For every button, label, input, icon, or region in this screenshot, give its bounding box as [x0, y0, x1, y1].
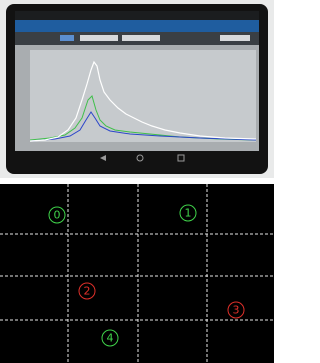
marker-label: 0 [54, 209, 61, 222]
input-field [220, 35, 250, 41]
status-bar [15, 11, 259, 20]
input-field [122, 35, 160, 41]
control-button [60, 35, 74, 41]
page: 0 1 2 3 4 [0, 0, 274, 363]
app-title-bar [15, 20, 259, 32]
marker-label: 4 [107, 332, 114, 345]
input-field [80, 35, 118, 41]
marker-label: 1 [185, 207, 192, 220]
plot-area [30, 50, 256, 142]
marker-label: 2 [84, 285, 91, 298]
grid-panel [0, 184, 274, 363]
marker-label: 3 [233, 304, 240, 317]
